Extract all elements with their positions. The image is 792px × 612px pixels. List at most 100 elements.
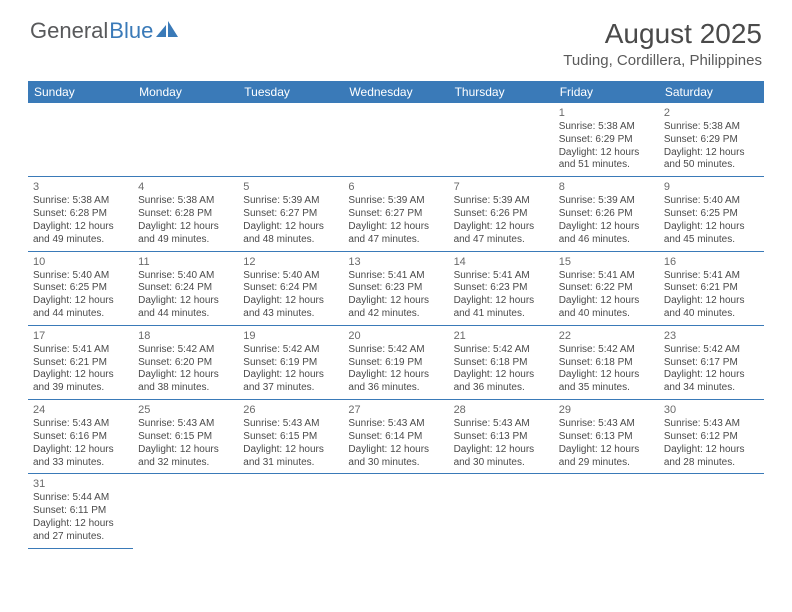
calendar-cell: [238, 474, 343, 548]
sunset-text: Sunset: 6:19 PM: [348, 357, 443, 370]
calendar-cell: 31Sunrise: 5:44 AMSunset: 6:11 PMDayligh…: [28, 474, 133, 548]
calendar-cell: 26Sunrise: 5:43 AMSunset: 6:15 PMDayligh…: [238, 400, 343, 473]
calendar-cell: 27Sunrise: 5:43 AMSunset: 6:14 PMDayligh…: [343, 400, 448, 473]
day-header-mon: Monday: [133, 81, 238, 103]
day-number: 26: [243, 403, 338, 417]
daylight-text: Daylight: 12 hours and 48 minutes.: [243, 221, 338, 247]
daylight-text: Daylight: 12 hours and 51 minutes.: [559, 147, 654, 173]
daylight-text: Daylight: 12 hours and 27 minutes.: [33, 518, 128, 544]
week-row: 3Sunrise: 5:38 AMSunset: 6:28 PMDaylight…: [28, 177, 764, 251]
sunrise-text: Sunrise: 5:41 AM: [33, 344, 128, 357]
day-number: 31: [33, 477, 128, 491]
calendar-cell: 5Sunrise: 5:39 AMSunset: 6:27 PMDaylight…: [238, 177, 343, 250]
sunrise-text: Sunrise: 5:42 AM: [138, 344, 233, 357]
sunset-text: Sunset: 6:18 PM: [454, 357, 549, 370]
daylight-text: Daylight: 12 hours and 29 minutes.: [559, 444, 654, 470]
day-number: 25: [138, 403, 233, 417]
calendar-cell: 30Sunrise: 5:43 AMSunset: 6:12 PMDayligh…: [659, 400, 764, 473]
day-number: 12: [243, 255, 338, 269]
day-number: 11: [138, 255, 233, 269]
daylight-text: Daylight: 12 hours and 32 minutes.: [138, 444, 233, 470]
daylight-text: Daylight: 12 hours and 44 minutes.: [138, 295, 233, 321]
sunrise-text: Sunrise: 5:43 AM: [454, 418, 549, 431]
sunset-text: Sunset: 6:23 PM: [348, 282, 443, 295]
daylight-text: Daylight: 12 hours and 37 minutes.: [243, 369, 338, 395]
calendar-cell: 15Sunrise: 5:41 AMSunset: 6:22 PMDayligh…: [554, 252, 659, 325]
calendar: Sunday Monday Tuesday Wednesday Thursday…: [28, 81, 764, 549]
daylight-text: Daylight: 12 hours and 45 minutes.: [664, 221, 759, 247]
calendar-cell: [28, 103, 133, 176]
day-number: 15: [559, 255, 654, 269]
sunrise-text: Sunrise: 5:39 AM: [454, 195, 549, 208]
calendar-cell: 9Sunrise: 5:40 AMSunset: 6:25 PMDaylight…: [659, 177, 764, 250]
day-number: 9: [664, 180, 759, 194]
title-block: August 2025 Tuding, Cordillera, Philippi…: [563, 18, 762, 69]
sunset-text: Sunset: 6:15 PM: [243, 431, 338, 444]
calendar-cell: 7Sunrise: 5:39 AMSunset: 6:26 PMDaylight…: [449, 177, 554, 250]
sunrise-text: Sunrise: 5:42 AM: [454, 344, 549, 357]
day-number: 16: [664, 255, 759, 269]
calendar-cell: 13Sunrise: 5:41 AMSunset: 6:23 PMDayligh…: [343, 252, 448, 325]
calendar-cell: 1Sunrise: 5:38 AMSunset: 6:29 PMDaylight…: [554, 103, 659, 176]
daylight-text: Daylight: 12 hours and 41 minutes.: [454, 295, 549, 321]
calendar-cell: 14Sunrise: 5:41 AMSunset: 6:23 PMDayligh…: [449, 252, 554, 325]
calendar-cell: [449, 474, 554, 548]
calendar-cell: 12Sunrise: 5:40 AMSunset: 6:24 PMDayligh…: [238, 252, 343, 325]
sunset-text: Sunset: 6:20 PM: [138, 357, 233, 370]
day-number: 28: [454, 403, 549, 417]
sunset-text: Sunset: 6:29 PM: [559, 134, 654, 147]
calendar-cell: [554, 474, 659, 548]
daylight-text: Daylight: 12 hours and 36 minutes.: [348, 369, 443, 395]
sunset-text: Sunset: 6:21 PM: [664, 282, 759, 295]
sunrise-text: Sunrise: 5:42 AM: [243, 344, 338, 357]
sunset-text: Sunset: 6:13 PM: [454, 431, 549, 444]
calendar-cell: 8Sunrise: 5:39 AMSunset: 6:26 PMDaylight…: [554, 177, 659, 250]
day-number: 22: [559, 329, 654, 343]
sunset-text: Sunset: 6:23 PM: [454, 282, 549, 295]
day-number: 7: [454, 180, 549, 194]
daylight-text: Daylight: 12 hours and 49 minutes.: [138, 221, 233, 247]
daylight-text: Daylight: 12 hours and 40 minutes.: [559, 295, 654, 321]
daylight-text: Daylight: 12 hours and 33 minutes.: [33, 444, 128, 470]
sunset-text: Sunset: 6:28 PM: [138, 208, 233, 221]
day-number: 20: [348, 329, 443, 343]
sunset-text: Sunset: 6:22 PM: [559, 282, 654, 295]
calendar-cell: 10Sunrise: 5:40 AMSunset: 6:25 PMDayligh…: [28, 252, 133, 325]
calendar-cell: 11Sunrise: 5:40 AMSunset: 6:24 PMDayligh…: [133, 252, 238, 325]
calendar-cell: 21Sunrise: 5:42 AMSunset: 6:18 PMDayligh…: [449, 326, 554, 399]
sunset-text: Sunset: 6:15 PM: [138, 431, 233, 444]
day-number: 18: [138, 329, 233, 343]
day-number: 1: [559, 106, 654, 120]
calendar-cell: [343, 103, 448, 176]
sunset-text: Sunset: 6:24 PM: [243, 282, 338, 295]
day-number: 29: [559, 403, 654, 417]
sunset-text: Sunset: 6:11 PM: [33, 505, 128, 518]
logo-text-2: Blue: [109, 18, 153, 44]
sunrise-text: Sunrise: 5:43 AM: [243, 418, 338, 431]
sunset-text: Sunset: 6:24 PM: [138, 282, 233, 295]
weeks-container: 1Sunrise: 5:38 AMSunset: 6:29 PMDaylight…: [28, 103, 764, 549]
week-row: 1Sunrise: 5:38 AMSunset: 6:29 PMDaylight…: [28, 103, 764, 177]
calendar-cell: 4Sunrise: 5:38 AMSunset: 6:28 PMDaylight…: [133, 177, 238, 250]
sunset-text: Sunset: 6:21 PM: [33, 357, 128, 370]
sunset-text: Sunset: 6:16 PM: [33, 431, 128, 444]
calendar-cell: [343, 474, 448, 548]
daylight-text: Daylight: 12 hours and 36 minutes.: [454, 369, 549, 395]
day-header-sat: Saturday: [659, 81, 764, 103]
calendar-cell: [133, 474, 238, 548]
calendar-cell: 19Sunrise: 5:42 AMSunset: 6:19 PMDayligh…: [238, 326, 343, 399]
sunset-text: Sunset: 6:29 PM: [664, 134, 759, 147]
day-header-thu: Thursday: [449, 81, 554, 103]
sunrise-text: Sunrise: 5:38 AM: [138, 195, 233, 208]
sunset-text: Sunset: 6:27 PM: [348, 208, 443, 221]
sunrise-text: Sunrise: 5:39 AM: [243, 195, 338, 208]
day-number: 14: [454, 255, 549, 269]
day-header-fri: Friday: [554, 81, 659, 103]
calendar-cell: 29Sunrise: 5:43 AMSunset: 6:13 PMDayligh…: [554, 400, 659, 473]
calendar-cell: [133, 103, 238, 176]
sunrise-text: Sunrise: 5:43 AM: [138, 418, 233, 431]
sunrise-text: Sunrise: 5:38 AM: [559, 121, 654, 134]
sunset-text: Sunset: 6:13 PM: [559, 431, 654, 444]
sunrise-text: Sunrise: 5:41 AM: [454, 270, 549, 283]
calendar-cell: 24Sunrise: 5:43 AMSunset: 6:16 PMDayligh…: [28, 400, 133, 473]
